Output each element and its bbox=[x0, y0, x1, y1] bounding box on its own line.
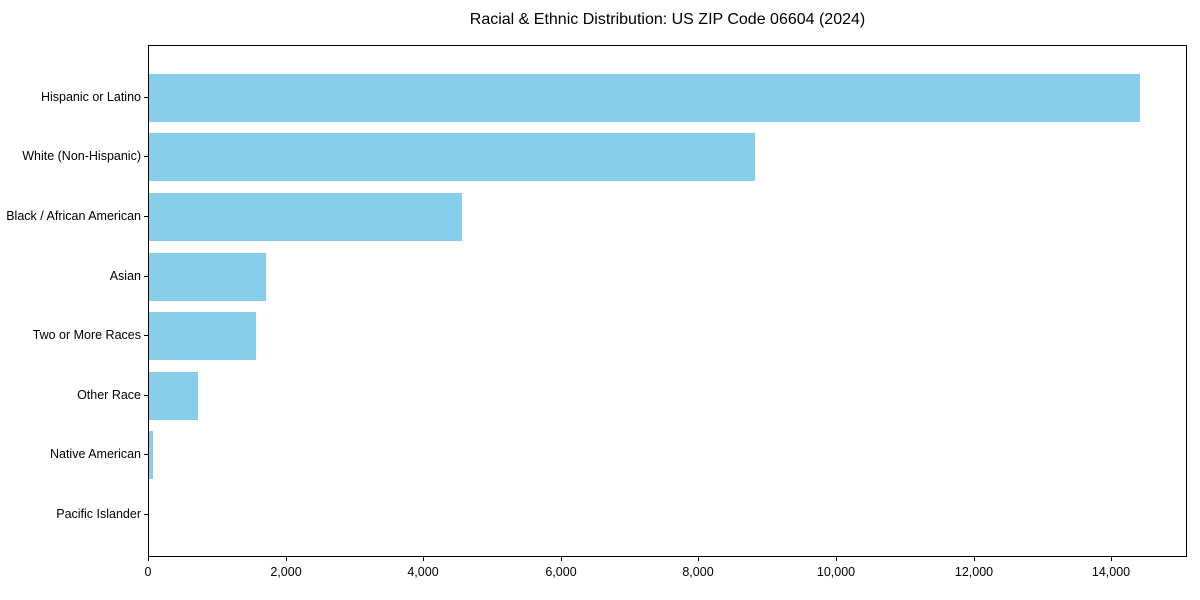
x-tick-label: 8,000 bbox=[682, 565, 714, 579]
chart-title: Racial & Ethnic Distribution: US ZIP Cod… bbox=[469, 11, 866, 28]
y-tick-label: Native American bbox=[49, 447, 141, 462]
y-tick-mark bbox=[144, 395, 148, 396]
x-tick-label: 4,000 bbox=[407, 565, 439, 579]
x-tick-mark bbox=[148, 557, 149, 561]
y-tick-mark bbox=[144, 454, 148, 455]
y-tick-label: Black / African American bbox=[6, 209, 141, 223]
y-tick-mark bbox=[144, 156, 148, 157]
y-tick-mark bbox=[144, 335, 148, 336]
y-tick-label: Hispanic or Latino bbox=[40, 89, 141, 104]
x-tick-label: 14,000 bbox=[1091, 565, 1131, 579]
x-tick-label: 10,000 bbox=[816, 565, 856, 579]
y-tick-mark bbox=[144, 97, 148, 98]
y-tick-label: White (Non-Hispanic) bbox=[22, 149, 141, 164]
y-tick-label: Other Race bbox=[77, 387, 141, 402]
y-tick-label: Asian bbox=[109, 268, 141, 283]
x-tick-mark bbox=[423, 557, 424, 561]
bar-two-or-more-races bbox=[149, 312, 256, 361]
x-tick-label: 0 bbox=[144, 565, 152, 579]
plot-area bbox=[148, 45, 1187, 557]
x-tick-label: 6,000 bbox=[545, 565, 577, 579]
y-tick-label: Pacific Islander bbox=[56, 507, 141, 521]
x-tick-mark bbox=[974, 557, 975, 561]
x-tick-mark bbox=[836, 557, 837, 561]
y-tick-mark bbox=[144, 514, 148, 515]
x-tick-mark bbox=[286, 557, 287, 561]
bar-native-american bbox=[149, 431, 153, 480]
bar-hispanic-or-latino bbox=[149, 73, 1140, 122]
bar-other-race bbox=[149, 371, 198, 420]
x-tick-mark bbox=[1111, 557, 1112, 561]
x-tick-mark bbox=[561, 557, 562, 561]
y-tick-mark bbox=[144, 276, 148, 277]
bar-black-african-american bbox=[149, 193, 462, 241]
bar-white-non-hispanic bbox=[149, 133, 755, 182]
x-tick-label: 2,000 bbox=[270, 565, 302, 579]
bar-asian bbox=[149, 252, 266, 301]
y-tick-mark bbox=[144, 216, 148, 217]
y-tick-label: Two or More Races bbox=[32, 328, 141, 343]
x-tick-mark bbox=[698, 557, 699, 561]
x-tick-label: 12,000 bbox=[954, 565, 994, 579]
